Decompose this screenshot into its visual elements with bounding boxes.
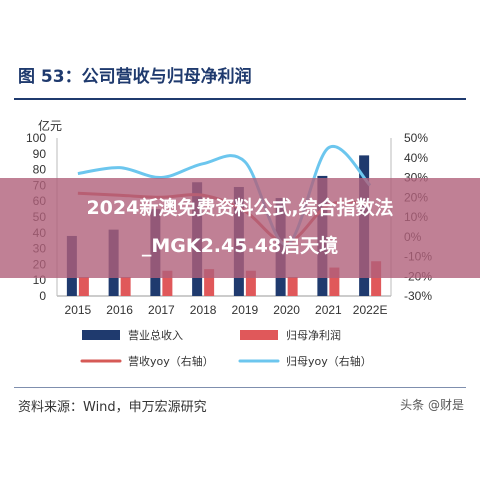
overlay-text: 2024新澳免费资料公式,综合指数法 _MGK2.45.48启天境 <box>0 189 480 265</box>
right-tick-label: 40% <box>404 151 428 165</box>
figure-title: 图 53：公司营收与归母净利润 <box>18 67 252 87</box>
legend-swatch <box>82 330 120 340</box>
left-tick-label: 100 <box>26 131 46 145</box>
legend-label: 归母净利润 <box>286 328 341 342</box>
x-tick-label: 2022E <box>353 303 388 317</box>
right-tick-label: 50% <box>404 131 428 145</box>
x-tick-label: 2015 <box>65 303 92 317</box>
profit-yoy-line <box>77 144 372 247</box>
left-tick-label: 80 <box>33 163 47 177</box>
source-text: 资料来源：Wind，申万宏源研究 <box>18 400 207 415</box>
watermark-text: 头条 @财是 <box>400 398 464 412</box>
title-rule <box>14 98 466 100</box>
profit-bar <box>162 270 173 296</box>
x-tick-label: 2018 <box>190 303 217 317</box>
source-rule <box>14 387 466 388</box>
left-axis-unit: 亿元 <box>38 118 62 133</box>
x-tick-label: 2019 <box>232 303 259 317</box>
legend-swatch <box>240 330 278 340</box>
legend-label: 归母yoy（右轴） <box>286 354 372 368</box>
overlay-line-2: _MGK2.45.48启天境 <box>141 235 339 257</box>
profit-bar <box>204 269 215 296</box>
x-tick-label: 2020 <box>273 303 300 317</box>
profit-bar <box>120 277 131 296</box>
profit-bar <box>371 261 382 296</box>
x-tick-label: 2016 <box>106 303 133 317</box>
profit-bar <box>78 277 89 296</box>
x-tick-label: 2017 <box>148 303 175 317</box>
left-tick-label: 0 <box>39 289 46 303</box>
legend-label: 营业总收入 <box>128 328 183 342</box>
right-tick-label: -30% <box>404 289 432 303</box>
legend-label: 营收yoy（右轴） <box>128 354 214 368</box>
profit-bar <box>245 270 256 296</box>
profit-bar <box>287 277 298 296</box>
left-tick-label: 90 <box>33 147 47 161</box>
overlay-banner <box>0 178 480 278</box>
overlay-line-1: 2024新澳免费资料公式,综合指数法 <box>86 197 394 219</box>
profit-bar <box>329 267 340 296</box>
x-tick-label: 2021 <box>315 303 342 317</box>
